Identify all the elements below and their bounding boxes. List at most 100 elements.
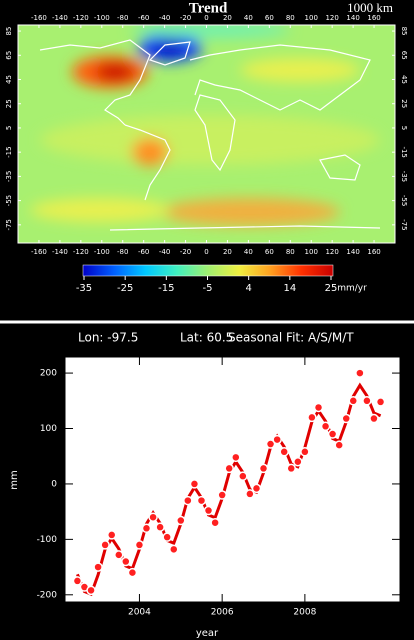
y-tick-label: 65: [5, 51, 13, 60]
data-point: [203, 505, 214, 516]
data-point: [127, 567, 138, 578]
colorbar-tick-label: -5: [203, 283, 213, 294]
data-point: [362, 396, 372, 406]
x-tick-label: 160: [367, 14, 380, 22]
x-tick-label: 60: [265, 14, 274, 22]
data-point: [155, 522, 165, 532]
x-tick-label: 0: [204, 248, 208, 256]
x-tick-label: -120: [73, 14, 89, 22]
y-tick-label: -15: [400, 146, 408, 157]
x-tick-label: 140: [346, 248, 359, 256]
data-point: [231, 452, 241, 463]
x-tick-label: -140: [52, 14, 68, 22]
x-tick-label: 160: [367, 248, 380, 256]
colorbar-tick-label: -25: [117, 283, 133, 294]
x-tick-label: 60: [265, 248, 274, 256]
data-point: [375, 397, 386, 407]
x-tick-label: -40: [159, 14, 170, 22]
y-tick-label: -75: [5, 219, 13, 230]
data-point: [300, 447, 310, 457]
x-tick-label: 2008: [293, 608, 316, 618]
data-point: [286, 463, 296, 474]
y-tick-label: 25: [5, 99, 13, 108]
x-tick-label: -160: [31, 14, 47, 22]
data-point: [293, 457, 303, 467]
data-point: [196, 495, 207, 506]
colorbar: [82, 264, 334, 277]
y-tick-label: 85: [400, 27, 408, 36]
x-tick-label: 120: [325, 14, 338, 22]
data-point: [121, 556, 131, 567]
x-tick-label: -80: [117, 248, 128, 256]
y-tick-label: 200: [40, 369, 57, 379]
x-tick-label: -100: [94, 248, 110, 256]
y-tick-label: -35: [400, 171, 408, 182]
x-tick-label: 120: [325, 248, 338, 256]
data-point: [279, 447, 289, 457]
y-tick-label: 5: [5, 126, 13, 130]
data-point: [106, 530, 117, 540]
data-point: [176, 515, 186, 526]
x-tick-label: -120: [73, 248, 89, 256]
colorbar-tick-label: 25: [325, 283, 338, 294]
data-point: [251, 483, 262, 494]
data-point: [93, 562, 103, 572]
data-point: [169, 544, 179, 555]
x-tick-label: 20: [223, 248, 232, 256]
data-point: [313, 402, 324, 413]
y-axis-label: mm: [9, 470, 20, 489]
data-point: [327, 429, 338, 439]
x-tick-label: 2006: [211, 608, 234, 618]
data-point: [258, 463, 269, 474]
map-title: Trend: [189, 0, 228, 16]
x-tick-label: -60: [138, 14, 149, 22]
x-axis-label: year: [196, 628, 219, 639]
data-point: [355, 368, 365, 378]
colorbar-tick-label: 4: [245, 283, 251, 294]
data-point: [183, 495, 193, 506]
x-tick-label: -20: [180, 14, 191, 22]
x-tick-label: 140: [346, 14, 359, 22]
x-tick-label: -60: [138, 248, 149, 256]
x-tick-label: 80: [286, 248, 295, 256]
x-tick-label: -100: [94, 14, 110, 22]
data-point: [307, 412, 317, 423]
data-point: [134, 540, 145, 550]
x-tick-label: 0: [204, 14, 208, 22]
plot-title: Lat: 60.5: [180, 331, 233, 345]
data-point: [72, 576, 83, 586]
data-point: [341, 413, 351, 424]
x-tick-label: 40: [244, 14, 253, 22]
colorbar-tick-label: -15: [158, 283, 174, 294]
data-point: [320, 421, 331, 432]
data-point: [141, 523, 152, 534]
data-point: [334, 440, 344, 450]
y-tick-label: 45: [400, 75, 408, 84]
x-tick-label: -140: [52, 248, 68, 256]
data-point: [217, 490, 227, 500]
x-tick-label: 20: [223, 14, 232, 22]
data-point: [369, 413, 379, 424]
data-point: [114, 550, 124, 560]
x-tick-label: 40: [244, 248, 253, 256]
plot-title: Seasonal Fit: A/S/M/T: [228, 331, 354, 345]
data-point: [348, 396, 359, 406]
y-tick-label: -75: [400, 219, 408, 230]
data-point: [162, 532, 172, 542]
plot-title: Lon: -97.5: [78, 331, 138, 345]
data-point: [265, 439, 276, 449]
y-tick-label: 100: [40, 424, 57, 434]
x-tick-label: 100: [305, 248, 318, 256]
data-point: [86, 585, 96, 596]
x-tick-label: -160: [31, 248, 47, 256]
data-point: [210, 517, 220, 528]
data-point: [224, 463, 234, 474]
x-tick-label: -20: [180, 248, 191, 256]
x-tick-label: -40: [159, 248, 170, 256]
y-tick-label: -200: [37, 590, 58, 600]
y-tick-label: 5: [400, 126, 408, 130]
map-subtitle: 1000 km: [347, 0, 393, 15]
y-tick-label: -55: [5, 195, 13, 206]
data-point: [245, 489, 255, 499]
